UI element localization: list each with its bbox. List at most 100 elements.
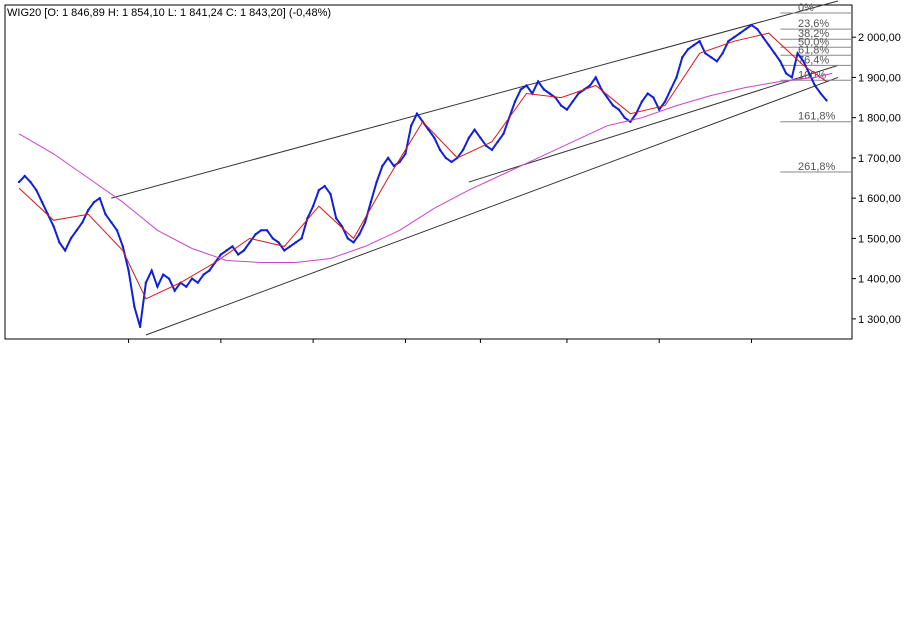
- price-point-77: [461, 148, 465, 152]
- price-point-136: [802, 60, 805, 63]
- price-point-115: [681, 56, 684, 59]
- price-point-139: [819, 92, 822, 95]
- price-point-73: [438, 148, 442, 152]
- x-axis: 2009-02-122009-03-022009-03-182009-04-03…: [128, 339, 752, 343]
- price-point-58: [352, 241, 355, 244]
- price-point-38: [236, 253, 240, 256]
- price-point-132: [779, 60, 782, 63]
- fib-level-label-0: 0%: [798, 2, 814, 14]
- price-point-118: [698, 40, 701, 43]
- price-point-133: [784, 72, 788, 75]
- price-point-75: [450, 160, 453, 164]
- price-chart: WIG20 [O: 1 846,89 H: 1 854,10 L: 1 841,…: [0, 0, 904, 345]
- price-point-16: [110, 221, 113, 224]
- chart-background: [0, 0, 904, 345]
- price-point-29: [185, 285, 188, 288]
- price-point-65: [392, 164, 396, 168]
- price-point-17: [115, 229, 119, 232]
- price-point-0: [17, 180, 21, 184]
- price-point-82: [490, 148, 494, 152]
- price-point-51: [311, 205, 315, 208]
- chart-container: WIG20 [O: 1 846,89 H: 1 854,10 L: 1 841,…: [0, 0, 904, 345]
- price-point-46: [283, 249, 286, 252]
- price-point-79: [473, 128, 476, 131]
- price-point-114: [675, 76, 678, 79]
- fibonacci-layer: 0%23,6%38,2%50,0%61,8%76,4%100%161,8%261…: [780, 2, 852, 173]
- price-point-35: [219, 253, 223, 256]
- price-point-67: [404, 152, 407, 156]
- price-point-15: [104, 213, 107, 216]
- fib-level-label-4: 61,8%: [798, 44, 829, 56]
- price-point-47: [288, 245, 292, 248]
- price-point-130: [767, 44, 770, 47]
- fib-level-label-1: 23,6%: [798, 18, 829, 30]
- price-point-80: [479, 136, 482, 139]
- price-point-129: [761, 35, 765, 39]
- price-point-54: [329, 192, 332, 196]
- price-point-3: [35, 188, 38, 192]
- price-point-106: [629, 120, 632, 123]
- price-point-49: [300, 237, 303, 240]
- price-point-110: [652, 96, 655, 99]
- price-point-53: [323, 184, 326, 188]
- price-point-131: [773, 52, 776, 55]
- price-point-43: [265, 229, 269, 232]
- y-tick-label-7: 2 000,00: [858, 32, 901, 44]
- price-point-48: [294, 241, 298, 244]
- y-axis: 1 300,00 1 400,00 1 500,00 1 600,00 1 700,00…: [852, 32, 901, 326]
- trend-lines-layer: [111, 0, 839, 336]
- price-point-92: [548, 92, 551, 95]
- price-point-94: [559, 104, 563, 107]
- price-point-104: [617, 108, 621, 111]
- price-point-107: [634, 112, 638, 115]
- price-point-123: [727, 40, 730, 43]
- price-point-84: [502, 132, 505, 135]
- price-point-135: [796, 52, 799, 55]
- price-point-83: [496, 140, 499, 144]
- price-point-96: [571, 100, 574, 103]
- price-point-32: [202, 273, 205, 276]
- price-point-21: [138, 325, 142, 329]
- price-point-103: [611, 104, 615, 107]
- price-point-74: [444, 156, 448, 160]
- price-point-22: [144, 281, 148, 284]
- price-point-7: [58, 241, 61, 244]
- price-point-25: [161, 273, 165, 276]
- price-point-64: [386, 156, 390, 160]
- price-point-63: [381, 164, 384, 168]
- price-point-9: [69, 237, 73, 240]
- price-point-24: [156, 285, 159, 288]
- trend-line-1: [145, 76, 839, 336]
- price-point-90: [536, 80, 540, 83]
- price-point-66: [398, 160, 401, 164]
- price-point-23: [150, 269, 153, 272]
- price-point-72: [433, 136, 436, 139]
- fib-level-label-8: 261,8%: [798, 161, 836, 173]
- price-point-127: [750, 23, 753, 27]
- price-point-105: [623, 116, 626, 119]
- price-point-86: [513, 100, 517, 103]
- price-point-59: [358, 233, 361, 236]
- price-point-12: [87, 209, 90, 212]
- price-point-45: [277, 241, 280, 244]
- price-point-57: [346, 237, 349, 240]
- series-ma_short-line: [18, 32, 827, 300]
- price-point-97: [577, 92, 580, 95]
- price-point-11: [81, 221, 84, 224]
- price-point-116: [686, 48, 690, 51]
- y-tick-label-4: 1 700,00: [858, 153, 901, 165]
- y-tick-label-5: 1 800,00: [858, 113, 901, 125]
- price-point-137: [807, 72, 811, 75]
- trend-line-2: [468, 64, 839, 183]
- price-point-102: [606, 96, 609, 99]
- price-point-108: [640, 100, 644, 103]
- price-point-109: [646, 92, 649, 95]
- price-point-31: [196, 281, 199, 284]
- price-point-42: [260, 229, 263, 232]
- price-point-126: [744, 27, 747, 31]
- price-point-6: [52, 225, 55, 228]
- price-point-39: [242, 249, 246, 252]
- price-point-140: [825, 99, 828, 102]
- price-point-2: [29, 180, 32, 184]
- price-point-125: [738, 31, 742, 35]
